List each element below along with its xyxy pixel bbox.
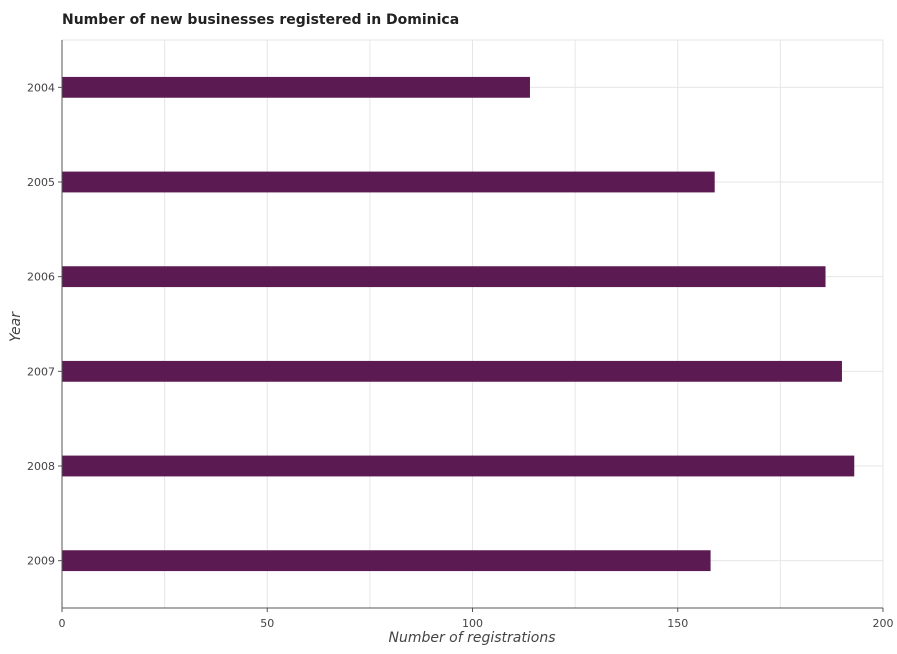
y-axis-label: Year bbox=[8, 311, 24, 342]
grid bbox=[61, 39, 884, 609]
x-tick-label: 200 bbox=[873, 617, 894, 630]
y-tick-label: 2005 bbox=[27, 176, 55, 189]
y-tick-label: 2006 bbox=[27, 271, 55, 284]
x-tick-label: 50 bbox=[260, 617, 274, 630]
bar-2006 bbox=[62, 266, 826, 288]
bar-2004 bbox=[62, 76, 530, 98]
bar-2005 bbox=[62, 171, 715, 193]
x-tick-label: 0 bbox=[59, 617, 66, 630]
y-tick-label: 2004 bbox=[27, 81, 55, 94]
y-tick-label: 2009 bbox=[27, 555, 55, 568]
x-axis-label: Number of registrations bbox=[388, 630, 555, 646]
bars bbox=[62, 76, 855, 572]
bar-2007 bbox=[62, 360, 842, 382]
x-tick-label: 100 bbox=[462, 617, 483, 630]
bar-2008 bbox=[62, 455, 855, 477]
y-tick-label: 2008 bbox=[27, 460, 55, 473]
x-tick-label: 150 bbox=[667, 617, 688, 630]
axes: 0 50 100 150 200 2004 2005 2006 2007 2008 2009 bbox=[27, 40, 894, 630]
y-tick-label: 2007 bbox=[27, 365, 55, 378]
bar-2009 bbox=[62, 550, 711, 572]
chart-title: Number of new businesses registered in D… bbox=[62, 12, 459, 28]
